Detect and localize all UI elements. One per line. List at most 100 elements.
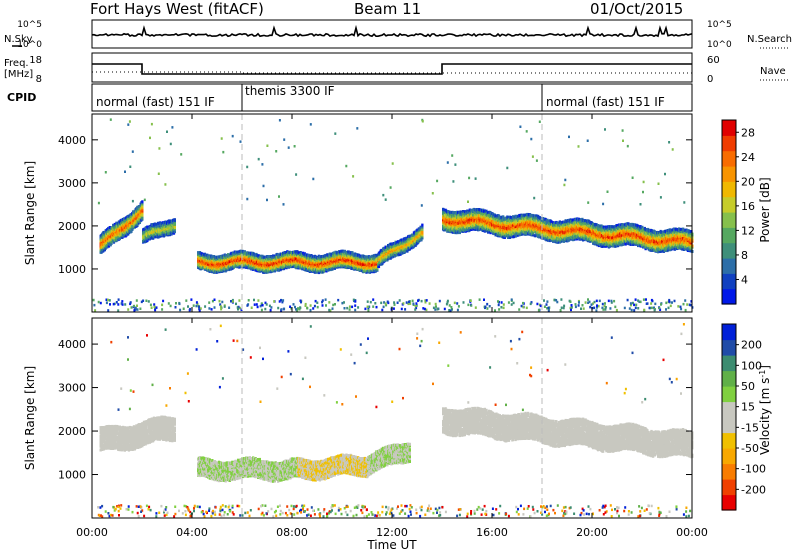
power-echo-cell bbox=[277, 255, 281, 259]
power-echo-cell bbox=[421, 225, 424, 229]
power-echo-cell bbox=[102, 235, 106, 239]
power-echo-cell bbox=[377, 265, 381, 269]
power-echo-cell bbox=[107, 232, 110, 236]
power-echo-cell bbox=[242, 265, 245, 269]
power-echo-cells bbox=[92, 118, 694, 312]
cpid-segment-2: themis 3300 IF bbox=[245, 84, 335, 98]
power-echo-cell bbox=[497, 214, 501, 218]
power-echo-cell bbox=[247, 256, 251, 260]
power-echo-cell bbox=[319, 262, 322, 265]
power-echo-cell bbox=[114, 233, 117, 236]
power-echo-cell bbox=[173, 230, 176, 234]
power-echo-cell bbox=[421, 230, 424, 234]
freq-label-unit: [MHz] bbox=[4, 69, 33, 80]
cpid-segment-1: normal (fast) 151 IF bbox=[96, 95, 215, 109]
power-echo-cell bbox=[421, 227, 424, 231]
power-echo-cell bbox=[130, 229, 133, 233]
power-echo-cell bbox=[477, 212, 480, 216]
power-echo-cell bbox=[121, 231, 124, 235]
power-echo-cell bbox=[294, 258, 297, 262]
power-echo-cell bbox=[212, 266, 215, 270]
power-echo-cell bbox=[371, 254, 374, 258]
power-echo-cell bbox=[136, 219, 139, 223]
power-echo-cell bbox=[270, 269, 273, 273]
power-echo-cell bbox=[447, 224, 451, 227]
power-echo-cell bbox=[121, 236, 124, 239]
power-echo-cell bbox=[101, 238, 104, 242]
power-echo-cell bbox=[197, 255, 200, 258]
power-echo-cell bbox=[107, 234, 111, 238]
power-echo-cell bbox=[294, 257, 297, 261]
power-echo-cell bbox=[207, 254, 211, 258]
power-echo-cell bbox=[277, 268, 281, 272]
power-echo-cell bbox=[104, 231, 107, 235]
power-echo-cell bbox=[420, 238, 423, 242]
nave-label: Nave bbox=[760, 66, 786, 77]
power-echo-cell bbox=[442, 220, 446, 224]
power-echo-cell bbox=[485, 209, 488, 213]
nave-tick-top: 60 bbox=[707, 55, 720, 66]
power-echo-cell bbox=[458, 231, 461, 235]
cpid-segment-3: normal (fast) 151 IF bbox=[546, 95, 665, 109]
power-echo-cell bbox=[173, 218, 176, 222]
power-echo-cell bbox=[357, 253, 361, 257]
nsky-series-line bbox=[91, 24, 693, 38]
power-echo-cell bbox=[447, 225, 450, 229]
power-echo-cell bbox=[315, 270, 318, 274]
power-echo-cell bbox=[462, 210, 465, 213]
power-echo-cell bbox=[271, 257, 274, 261]
power-echo-cell bbox=[487, 228, 491, 232]
power-echo-cell bbox=[271, 256, 274, 260]
power-echo-cell bbox=[141, 213, 144, 217]
power-echo-cell bbox=[497, 225, 501, 229]
power-echo-cell bbox=[272, 254, 275, 258]
power-echo-cell bbox=[457, 217, 461, 221]
power-echo-cell bbox=[477, 224, 480, 228]
power-echo-cell bbox=[347, 259, 351, 263]
nsky-tick-bottom: 10^0 bbox=[17, 40, 42, 50]
beam-title: Beam 11 bbox=[354, 0, 421, 18]
freq-panel: 18 8 Freq. [MHz] 60 0 Nave bbox=[4, 52, 790, 85]
power-echo-cell bbox=[480, 211, 483, 215]
power-echo-cell bbox=[489, 211, 492, 215]
power-echo-cell bbox=[173, 226, 176, 229]
date-title: 01/Oct/2015 bbox=[590, 0, 683, 18]
freq-frame bbox=[91, 52, 693, 83]
power-echo-cell bbox=[141, 200, 144, 204]
power-echo-cell bbox=[464, 220, 467, 224]
nsearch-label: N.Search bbox=[747, 34, 792, 45]
power-echo-cell bbox=[374, 253, 377, 257]
power-echo-cell bbox=[122, 217, 126, 221]
power-echo-cell bbox=[482, 215, 485, 219]
power-echo-cell bbox=[243, 250, 246, 254]
nave-series-line bbox=[92, 71, 692, 74]
power-echo-cell bbox=[132, 212, 135, 216]
power-echo-cell bbox=[376, 268, 379, 272]
nsky-tick-top: 10^5 bbox=[17, 20, 42, 30]
power-echo-cell bbox=[501, 232, 504, 236]
power-echo-cell bbox=[212, 255, 216, 258]
power-echo-cell bbox=[468, 216, 471, 220]
power-echo-cell bbox=[493, 231, 496, 235]
nsearch-tick-top: 10^5 bbox=[707, 20, 732, 30]
freq-label: Freq. bbox=[4, 58, 29, 69]
power-echo-cell bbox=[304, 266, 307, 270]
power-echo-cell bbox=[442, 208, 446, 212]
power-echo-cell bbox=[234, 258, 237, 261]
power-echo-cell bbox=[490, 217, 493, 220]
power-echo-cell bbox=[293, 255, 296, 259]
cpid-frame bbox=[91, 83, 693, 112]
power-echo-cell bbox=[277, 253, 280, 257]
power-echo-cell bbox=[489, 231, 492, 235]
power-echo-cell bbox=[297, 251, 301, 255]
power-echo-cell bbox=[259, 254, 262, 258]
power-echo-cell bbox=[421, 223, 424, 227]
power-echo-cell bbox=[103, 248, 106, 252]
power-echo-cell bbox=[216, 261, 219, 265]
power-echo-cell bbox=[292, 265, 295, 268]
power-echo-cell bbox=[482, 229, 485, 232]
power-echo-cell bbox=[472, 213, 475, 217]
power-echo-cell bbox=[247, 261, 250, 265]
